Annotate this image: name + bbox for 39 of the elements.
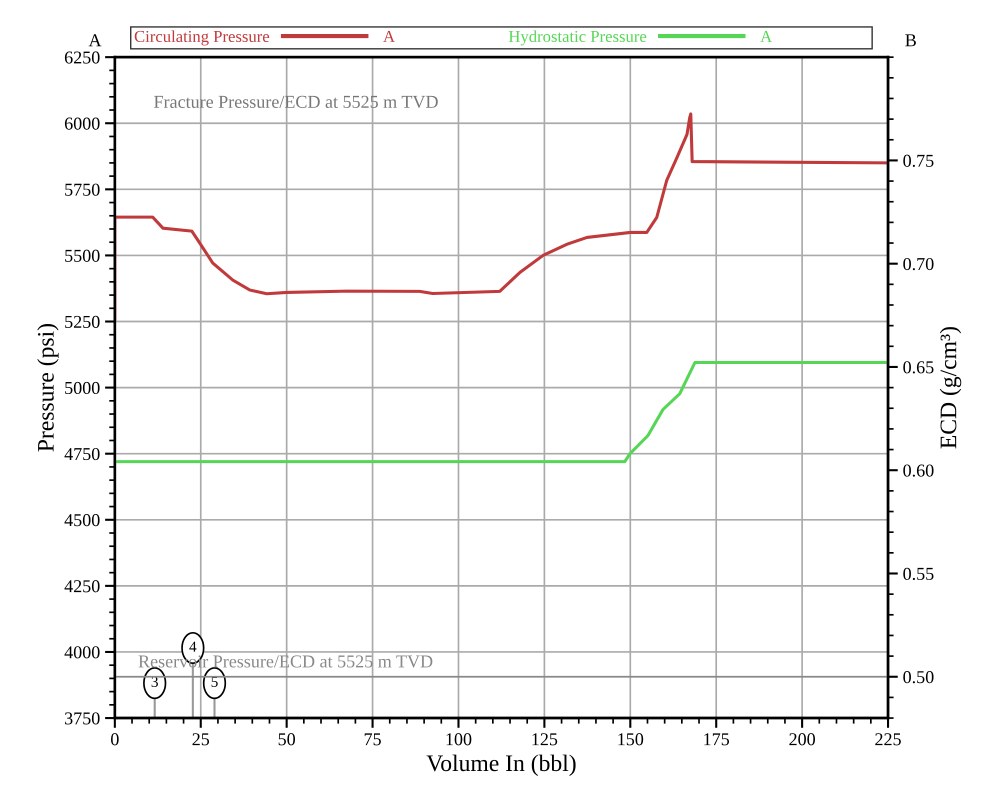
line-series	[114, 112, 888, 320]
y-tick-label: 6000	[64, 118, 100, 130]
x-tick-label: 50	[278, 733, 295, 746]
text: B	[905, 34, 916, 46]
y2-axis-title: ECD (g/cm³)	[940, 327, 962, 448]
y2-tick-label: 0.60	[903, 464, 934, 477]
y-tick-label: 5000	[65, 382, 100, 394]
x-tick-label: 125	[532, 733, 558, 746]
text: Hydrostatic Pressure	[508, 30, 646, 46]
annotation: 4	[189, 642, 196, 652]
text: A	[760, 30, 772, 42]
x-tick-label: 175	[704, 733, 730, 746]
y-tick-label: 5250	[65, 316, 100, 328]
line-series	[114, 360, 888, 464]
x-tick-label: 75	[364, 733, 381, 746]
y-tick-label: 5500	[65, 250, 100, 262]
x-tick-label: 200	[789, 733, 815, 746]
text: A	[383, 30, 395, 42]
y-tick-label: 5750	[65, 184, 100, 196]
y2-tick-label: 0.70	[903, 258, 934, 270]
x-axis-title: Volume In (bbl)	[426, 754, 576, 776]
y2-tick-label: 0.75	[903, 154, 934, 167]
x-tick-label: 100	[446, 733, 472, 746]
y2-tick-label: 0.50	[903, 671, 934, 684]
x-tick-label: 25	[192, 733, 210, 746]
text: A	[88, 34, 102, 46]
y-tick-label: 3750	[65, 712, 100, 724]
text: Circulating Pressure	[134, 30, 270, 46]
y2-tick-label: 0.65	[903, 361, 934, 374]
y-tick-label: 4750	[64, 448, 100, 460]
y-tick-label: 4500	[64, 514, 100, 526]
y-tick-label: 6250	[64, 51, 100, 64]
y-tick-label: 4000	[64, 646, 100, 658]
y2-tick-label: 0.55	[903, 568, 934, 580]
y-tick-label: 4250	[64, 580, 100, 592]
x-tick-label: 150	[618, 733, 644, 746]
y-axis-title: Pressure (psi)	[37, 324, 59, 452]
x-tick-label: 225	[875, 733, 901, 746]
x-tick-label: 0	[111, 733, 119, 746]
